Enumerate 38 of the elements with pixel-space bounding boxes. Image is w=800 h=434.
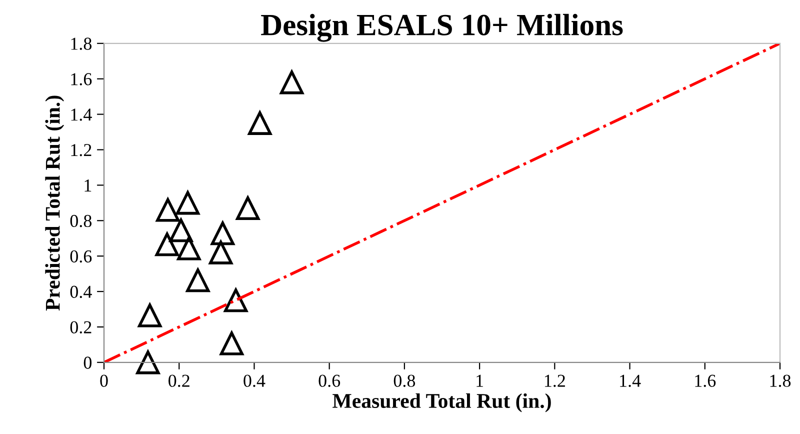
y-tick-label: 1.4 bbox=[71, 108, 92, 121]
point bbox=[138, 304, 162, 328]
x-tick-label: 0.4 bbox=[244, 374, 266, 387]
point bbox=[280, 70, 304, 94]
y-tick-label: 1.8 bbox=[71, 38, 92, 50]
x-tick-label: 1.6 bbox=[695, 374, 716, 387]
point bbox=[220, 332, 244, 356]
point bbox=[210, 222, 234, 246]
x-tick-label: 0 bbox=[100, 374, 108, 387]
point bbox=[155, 232, 179, 256]
point bbox=[248, 111, 272, 135]
y-tick-label: 0.6 bbox=[70, 250, 92, 263]
point bbox=[136, 350, 160, 374]
y-tick-label: 1 bbox=[84, 180, 92, 192]
y-tick-label: 0.4 bbox=[70, 286, 92, 298]
x-tick-label: 0.6 bbox=[318, 374, 340, 387]
point bbox=[176, 191, 200, 215]
y-tick-label: 1.6 bbox=[71, 73, 92, 86]
point bbox=[177, 236, 201, 260]
y-tick-label: 0.8 bbox=[70, 214, 92, 228]
point bbox=[224, 288, 248, 312]
point bbox=[236, 196, 260, 220]
point bbox=[186, 268, 210, 292]
x-axis-title: Measured Total Rut (in.) bbox=[332, 393, 551, 412]
y-tick-label: 0 bbox=[84, 356, 92, 369]
point bbox=[208, 240, 233, 264]
y-tick-label: 0.2 bbox=[70, 321, 92, 334]
x-tick-label: 1.4 bbox=[620, 374, 641, 387]
x-tick-label: 0.2 bbox=[168, 374, 190, 387]
y-axis-title: Predicted Total Rut (in.) bbox=[45, 96, 64, 311]
point bbox=[169, 218, 193, 242]
x-tick-label: 1.8 bbox=[770, 374, 791, 387]
chart-title: Design ESALS 10+ Millions bbox=[261, 14, 623, 42]
y-tick-label: 1.2 bbox=[71, 144, 92, 156]
x-tick-label: 1.2 bbox=[544, 374, 565, 387]
x-tick-label: 0.8 bbox=[394, 374, 416, 387]
point bbox=[156, 198, 180, 222]
x-tick-label: 1 bbox=[476, 374, 483, 387]
